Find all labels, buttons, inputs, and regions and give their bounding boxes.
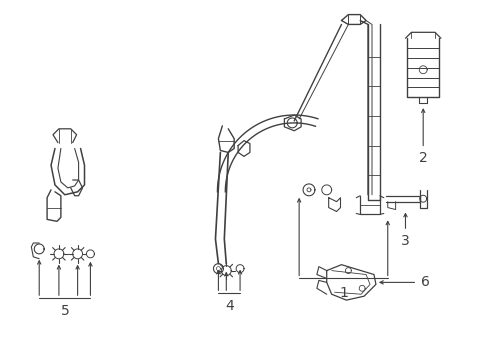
Text: 3: 3 <box>400 234 409 248</box>
Text: 6: 6 <box>420 275 429 289</box>
Text: 5: 5 <box>61 304 69 318</box>
Text: 1: 1 <box>338 286 347 300</box>
Text: 2: 2 <box>418 151 427 165</box>
Text: 4: 4 <box>224 299 233 313</box>
